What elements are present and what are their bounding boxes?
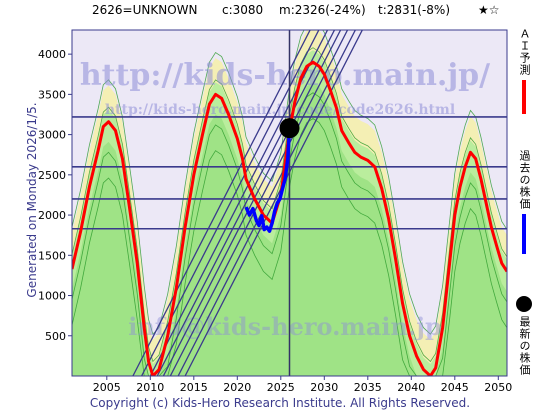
plot-area: http://kids-hero.main.jp/http://kids-her… [72,30,507,376]
x-tick-label-2: 2015 [180,381,208,394]
watermark-sub: http://kids-hero.main.jp/code/code2626.h… [105,102,455,118]
y-tick-label-2: 1500 [38,249,66,262]
legend-latest-price-label: 最新の株価 [518,316,531,376]
legend-past-price: 過去の株価 [512,150,536,254]
series-line-1 [244,128,292,233]
envelope-line-1 [72,47,507,363]
x-tick-label-0: 2005 [93,381,121,394]
legend-latest-price: 最新の株価 [512,296,536,376]
latest-price-marker [279,118,300,139]
generated-date-label: Generated on Monday 2026/1/5. [25,102,39,298]
y-tick-label-7: 4000 [38,48,66,61]
y-tick-label-3: 2000 [38,209,66,222]
legend-past-price-label: 過去の株価 [518,150,531,210]
target-price: t:2831(-8%) [378,3,451,17]
y-tick-label-1: 1000 [38,290,66,303]
stock-code-name: 2626=UNKNOWN [92,3,198,17]
legend-ai-forecast-label: ＡＩ予測 [518,28,531,76]
copyright-footer: Copyright (c) Kids-Hero Research Institu… [89,396,471,410]
legend-past-price-swatch [522,214,526,254]
legend-latest-price-dot [516,296,532,312]
x-tick-label-5: 2030 [310,381,338,394]
trend-line-5 [169,30,349,376]
x-tick-label-9: 2050 [484,381,512,394]
x-tick-label-7: 2040 [397,381,425,394]
legend-ai-forecast: ＡＩ予測 [512,28,536,114]
watermark-main: http://kids-hero.main.jp/ [80,58,490,93]
series-line-0 [72,60,507,376]
minimum-price: m:2326(-24%) [279,3,366,17]
trend-line-4 [162,30,342,376]
envelope-line-0 [72,30,507,335]
trend-line-3 [156,30,336,376]
chart-header: 2626=UNKNOWN c:3080 m:2326(-24%) t:2831(… [0,3,560,101]
y-tick-label-4: 2500 [38,169,66,182]
x-tick-label-1: 2010 [136,381,164,394]
y-tick-label-0: 500 [45,330,66,343]
trend-line-2 [149,30,329,376]
plot-frame [71,29,508,377]
y-tick-label-5: 3000 [38,129,66,142]
legend-ai-forecast-swatch [522,80,526,114]
rating-stars: ★☆ [478,3,500,17]
x-tick-label-3: 2020 [223,381,251,394]
envelope-line-3 [72,118,507,376]
y-tick-label-6: 3500 [38,88,66,101]
x-tick-label-6: 2035 [354,381,382,394]
x-tick-label-4: 2025 [267,381,295,394]
x-tick-label-8: 2045 [441,381,469,394]
current-price: c:3080 [222,3,264,17]
trend-line-0 [132,30,311,376]
